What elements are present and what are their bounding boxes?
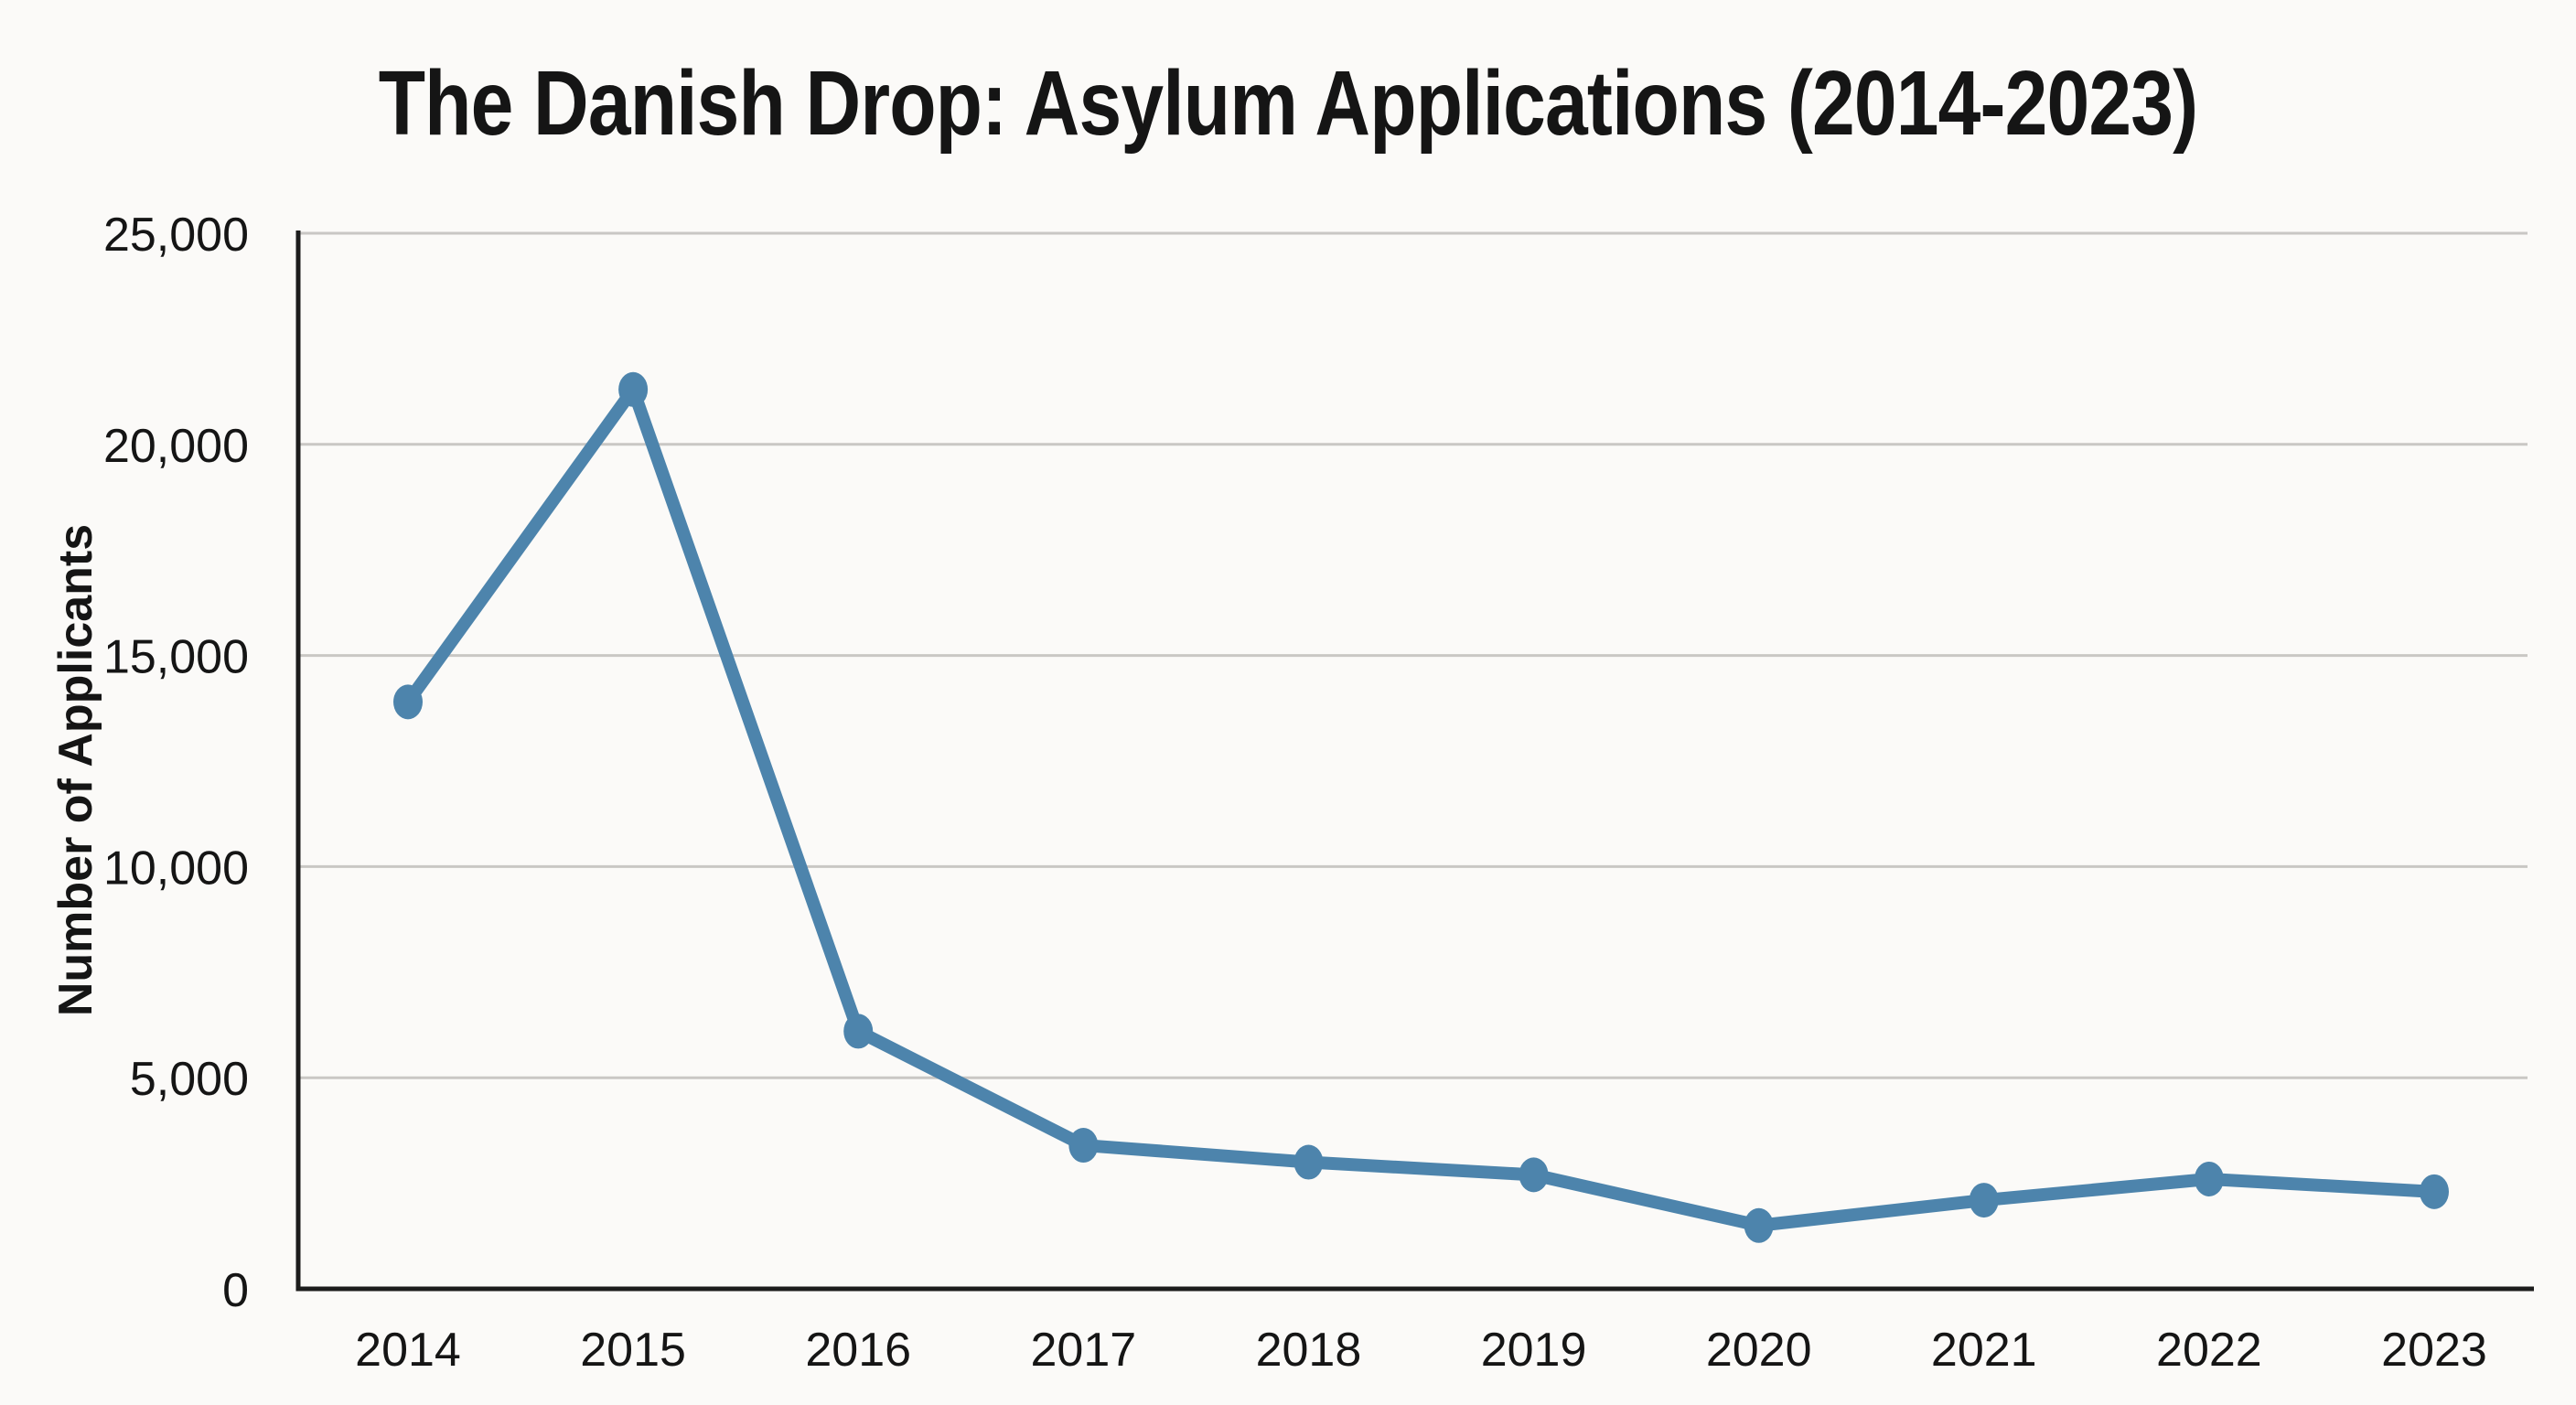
y-tick-label-0: 0 — [222, 1264, 249, 1317]
data-point-2020 — [1744, 1207, 1774, 1243]
x-tick-label-2015: 2015 — [580, 1324, 686, 1377]
data-point-2014 — [393, 684, 423, 720]
data-point-2018 — [1293, 1144, 1324, 1180]
x-tick-label-2023: 2023 — [2381, 1324, 2487, 1377]
x-tick-label-2017: 2017 — [1030, 1324, 1136, 1377]
data-point-2019 — [1519, 1157, 1549, 1193]
x-tick-label-2018: 2018 — [1256, 1324, 1362, 1377]
data-point-2022 — [2194, 1161, 2224, 1196]
data-point-2016 — [843, 1014, 874, 1049]
series-line-asylum-applications — [402, 382, 2441, 1232]
x-tick-label-2019: 2019 — [1481, 1324, 1587, 1377]
chart-title: The Danish Drop: Asylum Applications (20… — [378, 52, 2198, 155]
data-point-2017 — [1068, 1128, 1099, 1164]
data-point-2023 — [2420, 1174, 2449, 1209]
y-tick-label-5000: 5,000 — [130, 1053, 249, 1106]
x-tick-label-2016: 2016 — [805, 1324, 911, 1377]
y-tick-label-10000: 10,000 — [103, 842, 249, 895]
x-tick-label-2021: 2021 — [1931, 1324, 2037, 1377]
y-tick-label-20000: 20,000 — [103, 420, 249, 473]
data-point-2015 — [618, 371, 649, 407]
y-tick-label-15000: 15,000 — [103, 631, 249, 684]
x-tick-label-2014: 2014 — [355, 1324, 461, 1377]
y-tick-label-25000: 25,000 — [103, 209, 249, 262]
data-point-2021 — [1969, 1183, 1999, 1218]
y-axis-title: Number of Applicants — [49, 524, 102, 1016]
x-tick-label-2020: 2020 — [1706, 1324, 1812, 1377]
x-tick-label-2022: 2022 — [2156, 1324, 2262, 1377]
